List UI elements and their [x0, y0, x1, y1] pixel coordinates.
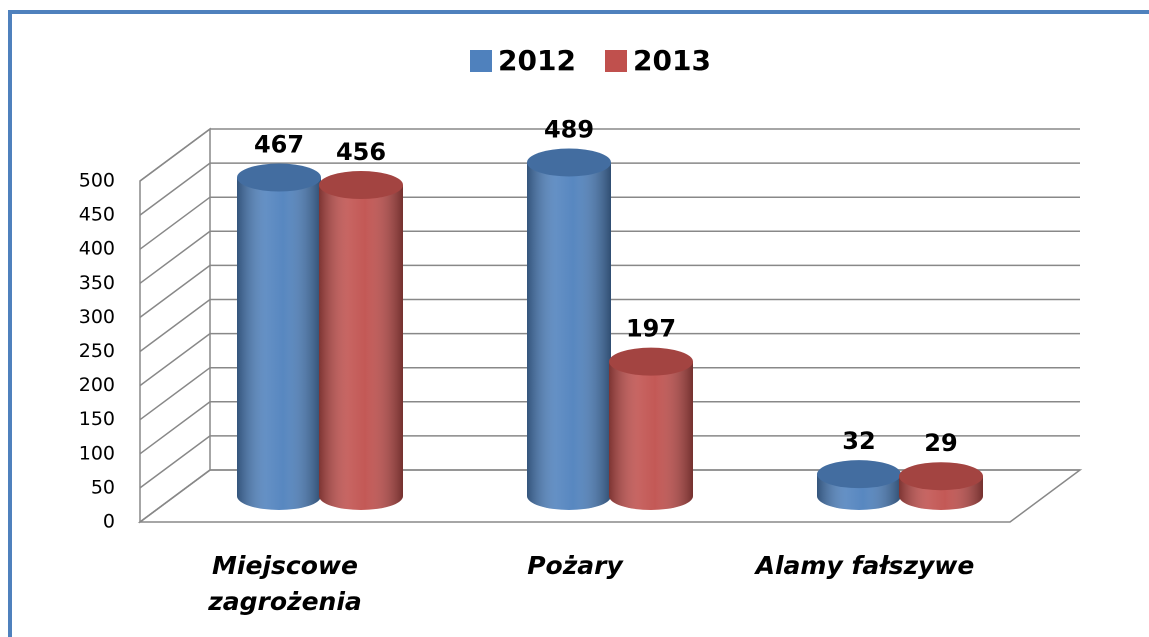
y-tick-label: 350: [79, 272, 115, 294]
value-label: 29: [924, 429, 957, 457]
grid-line: [139, 230, 1080, 284]
value-label: 456: [336, 138, 386, 166]
legend-label: 2012: [498, 44, 576, 77]
y-tick-label: 150: [79, 408, 115, 430]
value-label: 489: [544, 116, 594, 144]
cylinder-shade: [609, 361, 693, 510]
y-tick-label: 250: [79, 340, 115, 362]
cylinder-top: [237, 163, 321, 192]
value-label: 32: [842, 427, 875, 455]
cylinder-top-shade: [527, 148, 611, 177]
cylinder-top: [609, 347, 693, 376]
cylinder-top-shade: [817, 460, 901, 489]
y-tick-label: 200: [79, 374, 115, 396]
cylinder-top: [899, 462, 983, 491]
legend-swatch: [470, 50, 492, 72]
legend-swatch: [605, 50, 627, 72]
value-label: 467: [254, 131, 304, 159]
y-tick-label: 400: [79, 238, 115, 260]
cylinder-shade: [237, 177, 321, 511]
y-tick-label: 500: [79, 170, 115, 192]
y-tick-label: 450: [79, 204, 115, 226]
grid-line: [139, 332, 1080, 387]
grid-line: [139, 435, 1080, 489]
grid-line: [139, 128, 1080, 182]
grid-line: [139, 401, 1080, 455]
grid-line: [139, 298, 1080, 353]
grid-line: [139, 196, 1080, 250]
grid-line: [139, 469, 1080, 523]
cylinder-top: [527, 148, 611, 177]
cylinder-top: [817, 460, 901, 489]
cylinder-top-shade: [899, 462, 983, 491]
frame: [8, 10, 1149, 637]
y-tick-label: 0: [103, 511, 115, 533]
cylinder-top-shade: [237, 163, 321, 192]
cylinder-shade: [319, 185, 403, 510]
grid-line: [139, 264, 1080, 319]
cylinder-top: [319, 171, 403, 200]
grid-line: [139, 366, 1080, 421]
cylinder-top-shade: [609, 347, 693, 376]
grid-line: [139, 162, 1080, 216]
x-tick-label: Pożary: [527, 551, 623, 580]
cylinder-shade: [527, 162, 611, 510]
y-tick-label: 100: [79, 442, 115, 464]
x-tick-label: Miejscowe zagrożenia: [208, 551, 362, 616]
y-tick-label: 50: [91, 476, 115, 498]
value-label: 197: [626, 315, 676, 343]
x-tick-label: Alamy fałszywe: [755, 551, 975, 580]
cylinder-top-shade: [319, 171, 403, 200]
y-tick-label: 300: [79, 306, 115, 328]
legend-label: 2013: [633, 44, 711, 77]
